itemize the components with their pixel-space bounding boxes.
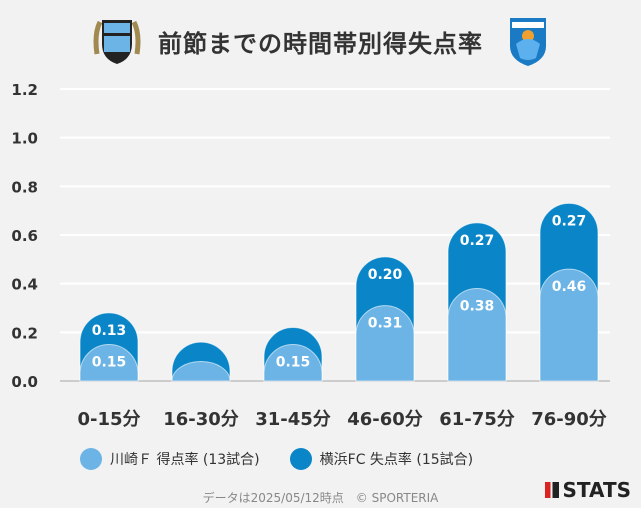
bar-kawasaki [79, 344, 139, 382]
data-label: 0.13 [92, 323, 127, 339]
y-tick-label: 0.4 [11, 276, 38, 294]
y-tick-label: 1.0 [11, 130, 38, 148]
data-label: 0.38 [460, 299, 495, 315]
bar-kawasaki [263, 344, 323, 382]
x-tick-label: 76-90分 [531, 409, 607, 430]
legend-swatch [289, 448, 312, 470]
chart-title: 前節までの時間帯別得失点率 [158, 30, 483, 58]
data-label: 0.46 [552, 279, 587, 295]
data-label: 0.27 [552, 213, 587, 229]
stats-brand: STATS [544, 478, 631, 502]
x-tick-label: 31-45分 [255, 409, 331, 430]
bar-kawasaki [539, 268, 599, 382]
x-tick-label: 0-15分 [77, 409, 140, 430]
data-label: 0.15 [276, 355, 311, 371]
data-label: 0.27 [460, 233, 495, 249]
yokohama-logo [510, 18, 546, 66]
brand-text: STATS [562, 478, 631, 502]
kawasaki-logo [93, 20, 141, 64]
footer-note: データは2025/05/12時点 © SPORTERIA [202, 491, 439, 505]
legend-item-kawasaki: 川崎Ｆ 得点率 (13試合) [80, 448, 260, 470]
legend: 川崎Ｆ 得点率 (13試合) 横浜FC 失点率 (15試合) [80, 448, 473, 470]
bar-kawasaki [447, 288, 507, 382]
x-tick-label: 61-75分 [439, 409, 515, 430]
bar-chart: 0.0 0.2 0.4 0.6 0.8 1.0 1.2 0.15 0.13 0-15分 16-30分… [11, 81, 610, 430]
bar-kawasaki [355, 305, 415, 382]
legend-item-yokohama: 横浜FC 失点率 (15試合) [289, 448, 474, 470]
data-label: 0.31 [368, 316, 403, 332]
legend-swatch [80, 448, 102, 470]
legend-label: 川崎Ｆ 得点率 (13試合) [110, 452, 260, 468]
data-label: 0.15 [92, 355, 127, 371]
y-tick-label: 0.2 [11, 324, 38, 342]
y-tick-label: 0.6 [11, 227, 38, 245]
stats-logo-icon [544, 482, 559, 498]
legend-label: 横浜FC 失点率 (15試合) [319, 452, 474, 468]
x-tick-label: 46-60分 [347, 409, 423, 430]
x-tick-label: 16-30分 [163, 409, 239, 430]
y-tick-label: 1.2 [11, 81, 38, 99]
bar-kawasaki [171, 361, 231, 382]
y-tick-label: 0.0 [11, 373, 38, 391]
y-tick-label: 0.8 [11, 178, 38, 196]
data-label: 0.20 [368, 267, 403, 283]
